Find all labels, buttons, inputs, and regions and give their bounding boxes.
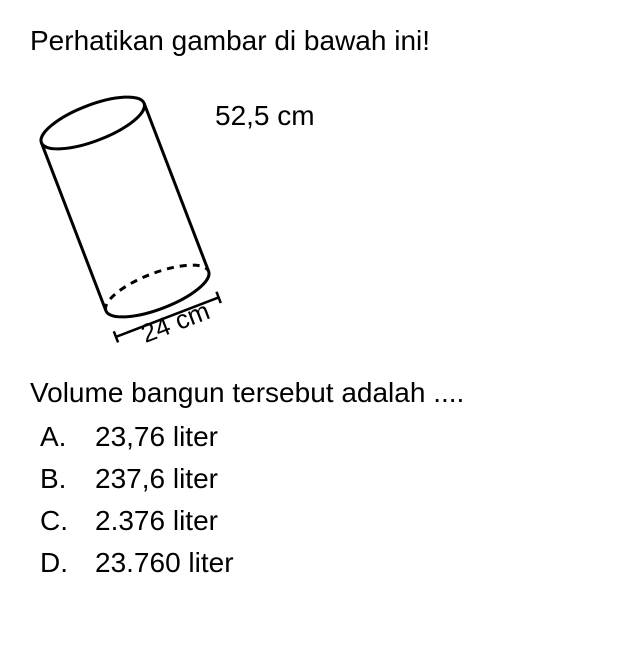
option-text: 2.376 liter <box>95 505 218 537</box>
cylinder-figure: 52,5 cm 24 cm <box>30 72 350 362</box>
option-letter: D. <box>40 547 95 579</box>
option-text: 23,76 liter <box>95 421 218 453</box>
height-label: 52,5 cm <box>215 100 315 132</box>
option-text: 237,6 liter <box>95 463 218 495</box>
option-letter: B. <box>40 463 95 495</box>
options-list: A. 23,76 liter B. 237,6 liter C. 2.376 l… <box>30 421 609 579</box>
option-c: C. 2.376 liter <box>40 505 609 537</box>
option-text: 23.760 liter <box>95 547 234 579</box>
instruction-text: Perhatikan gambar di bawah ini! <box>30 25 609 57</box>
option-d: D. 23.760 liter <box>40 547 609 579</box>
option-letter: C. <box>40 505 95 537</box>
option-a: A. 23,76 liter <box>40 421 609 453</box>
option-b: B. 237,6 liter <box>40 463 609 495</box>
question-text: Volume bangun tersebut adalah .... <box>30 377 609 409</box>
option-letter: A. <box>40 421 95 453</box>
